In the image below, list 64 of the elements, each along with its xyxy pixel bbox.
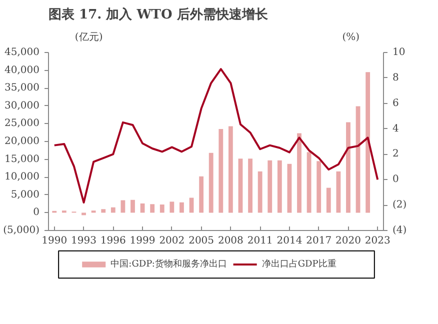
x-tick-label: 1990	[42, 236, 68, 246]
y2-tick-label: 8	[392, 72, 399, 84]
bar	[346, 122, 350, 213]
y-tick-label: 5,000	[10, 189, 40, 200]
y-tick-label: 30,000	[4, 100, 40, 112]
bar	[258, 171, 262, 213]
bar	[316, 161, 322, 213]
x-tick-label: 2005	[188, 236, 214, 246]
x-tick-label: 2017	[306, 236, 332, 246]
x-tick-label: 1993	[71, 236, 96, 246]
legend-label: 净出口占GDP比重	[262, 258, 336, 270]
bar	[130, 200, 135, 213]
bar	[160, 204, 164, 213]
y-tick-label: (5,000)	[3, 225, 40, 236]
bar	[208, 152, 214, 213]
chart-title: 图表 17. 加入 WTO 后外需快速增长	[48, 6, 269, 22]
bar	[336, 171, 341, 213]
bar	[170, 202, 174, 213]
y-tick-label: 15,000	[4, 154, 40, 165]
y-tick-label: 20,000	[4, 136, 40, 147]
bar	[366, 72, 370, 213]
bar	[287, 164, 292, 213]
x-tick-label: 2014	[276, 236, 302, 246]
y2-tick-label: 6	[392, 98, 399, 109]
x-tick-label: 1996	[100, 236, 126, 246]
y-tick-label: 40,000	[4, 64, 40, 76]
x-tick-label: 2011	[247, 236, 273, 246]
x-tick-label: 2020	[336, 236, 361, 246]
y2-tick-label: 2	[392, 148, 399, 160]
x-tick-label: 1999	[130, 236, 156, 246]
bar	[82, 212, 86, 216]
bar	[326, 188, 331, 213]
bar	[110, 207, 116, 213]
y-tick-label: 10,000	[4, 172, 40, 183]
bar	[228, 126, 233, 213]
y-tick-label: 25,000	[4, 118, 40, 130]
bar	[189, 198, 194, 213]
y-tick-label: 45,000	[4, 47, 40, 58]
bar	[150, 204, 155, 213]
bar	[218, 129, 224, 213]
y2-axis-title: (%)	[342, 32, 360, 43]
bar	[238, 158, 243, 213]
y-tick-label: 0	[33, 207, 40, 218]
bar	[101, 209, 106, 213]
y2-tick-label: (4)	[392, 225, 407, 236]
bar	[297, 133, 302, 213]
bar	[120, 200, 126, 213]
y-axis-title: (亿元)	[74, 32, 103, 43]
bar	[180, 202, 184, 213]
bar	[268, 160, 272, 213]
x-tick-label: 2008	[218, 236, 244, 246]
y2-tick-label: (2)	[392, 200, 407, 211]
bar	[199, 176, 204, 213]
bar	[306, 152, 312, 213]
y2-tick-label: 10	[392, 47, 406, 58]
legend-label: 中国:GDP:货物和服务净出口	[110, 258, 227, 270]
y-tick-label: 35,000	[4, 82, 40, 94]
x-tick-label: 2002	[159, 236, 185, 246]
line-series	[53, 68, 379, 204]
x-tick-label: 2023	[364, 236, 390, 246]
bar	[248, 158, 252, 213]
y2-tick-label: 4	[392, 123, 399, 134]
bar	[277, 160, 282, 213]
y2-tick-label: 0	[392, 174, 399, 186]
